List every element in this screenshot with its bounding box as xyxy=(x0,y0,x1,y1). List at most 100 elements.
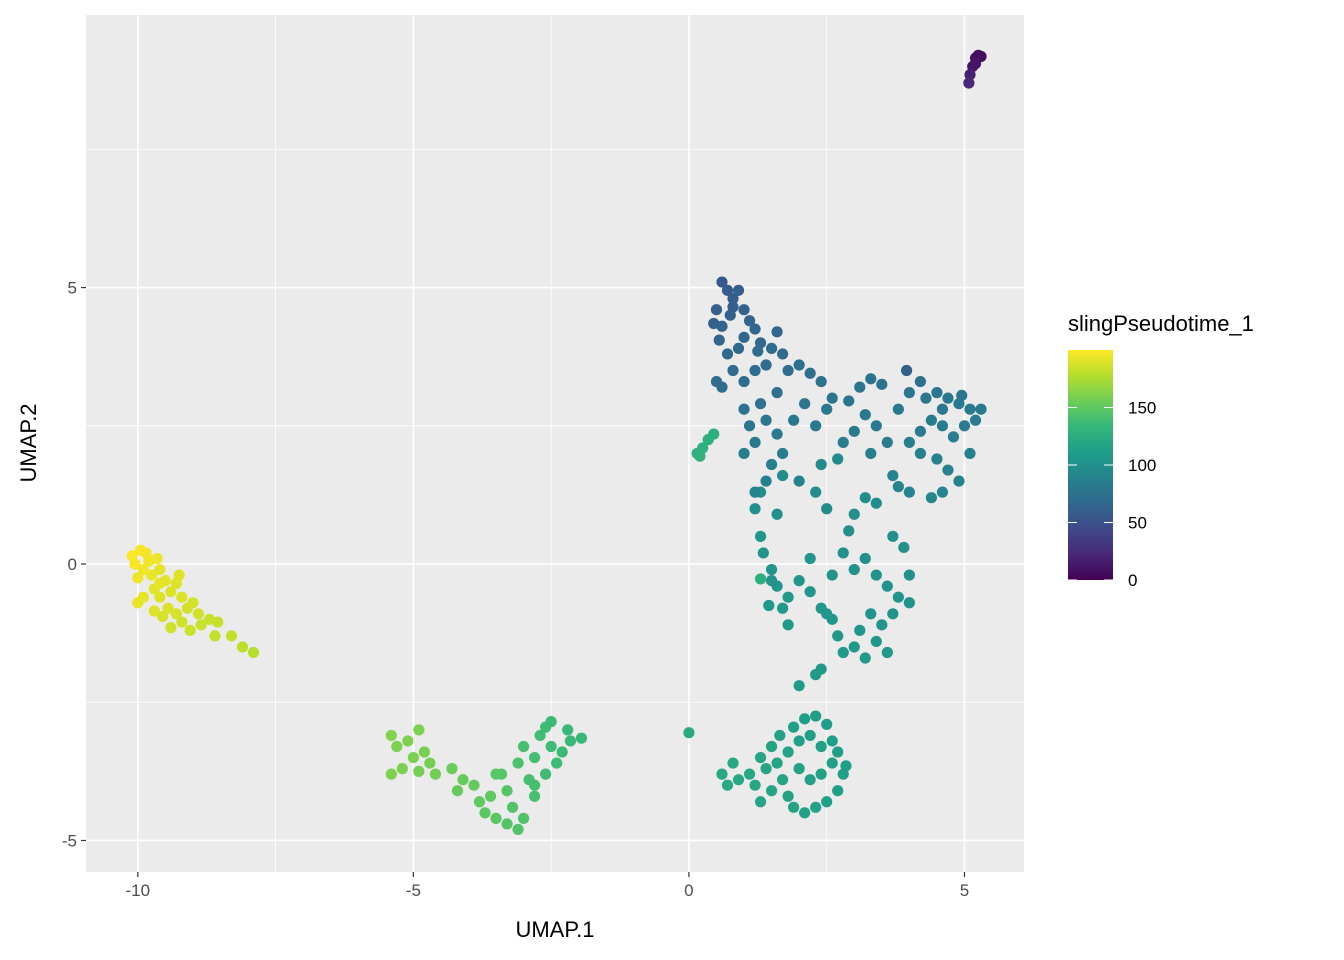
data-point xyxy=(154,563,166,576)
data-point xyxy=(391,740,403,753)
data-point xyxy=(865,447,877,460)
data-point xyxy=(501,785,513,797)
legend: slingPseudotime_1 0 50 100 150 xyxy=(1068,311,1254,590)
data-point xyxy=(914,425,926,437)
data-point xyxy=(184,624,196,636)
data-point xyxy=(914,375,926,388)
data-point xyxy=(187,597,199,609)
data-point xyxy=(793,680,805,692)
data-point xyxy=(721,284,734,296)
data-point xyxy=(732,774,745,786)
data-point xyxy=(804,367,816,379)
data-point xyxy=(512,823,524,836)
data-point xyxy=(804,552,816,565)
data-point xyxy=(429,768,442,780)
data-point xyxy=(165,586,177,598)
data-point xyxy=(840,760,852,772)
data-point xyxy=(837,646,849,659)
data-point xyxy=(738,375,750,388)
data-point xyxy=(716,320,728,332)
data-point xyxy=(782,619,794,631)
data-point xyxy=(870,420,882,432)
data-point xyxy=(958,420,971,432)
data-point xyxy=(793,575,805,587)
data-point xyxy=(826,735,838,747)
data-point xyxy=(953,475,965,487)
data-point xyxy=(887,608,899,620)
data-point xyxy=(771,387,783,399)
data-point xyxy=(903,436,915,448)
data-point xyxy=(743,768,756,780)
data-point xyxy=(942,392,954,404)
data-point xyxy=(710,375,723,388)
y-tick-label: 0 xyxy=(68,555,77,574)
data-point xyxy=(804,774,816,786)
data-point xyxy=(771,428,783,440)
data-point xyxy=(815,375,827,388)
data-point xyxy=(815,740,827,753)
data-point xyxy=(848,563,860,576)
x-tick-label: 5 xyxy=(960,881,969,900)
data-point xyxy=(173,569,185,581)
data-point xyxy=(157,610,169,623)
data-point xyxy=(832,746,844,758)
data-point xyxy=(892,481,904,493)
data-point xyxy=(760,359,772,371)
gridlines xyxy=(86,15,1024,872)
data-point xyxy=(738,331,750,343)
data-point xyxy=(396,763,408,775)
data-point xyxy=(749,779,761,791)
data-point xyxy=(154,577,166,589)
data-point xyxy=(821,718,833,730)
data-point xyxy=(782,591,794,603)
data-point xyxy=(925,492,938,504)
data-point xyxy=(743,420,756,432)
data-point xyxy=(529,779,541,791)
data-point xyxy=(771,757,783,769)
data-point xyxy=(195,619,207,631)
data-point xyxy=(826,569,838,581)
data-point xyxy=(777,602,789,614)
data-point xyxy=(721,348,734,360)
data-point xyxy=(848,425,860,437)
data-point xyxy=(859,552,871,565)
data-point xyxy=(176,616,188,628)
data-point xyxy=(777,469,789,482)
data-point xyxy=(132,597,144,609)
data-point xyxy=(774,729,786,742)
data-point xyxy=(738,447,750,460)
legend-break-label: 50 xyxy=(1128,514,1147,533)
y-tick-label: 5 xyxy=(68,279,77,298)
data-point xyxy=(788,414,800,426)
data-point xyxy=(385,729,397,742)
data-point xyxy=(749,323,761,335)
data-point xyxy=(870,497,882,509)
data-point xyxy=(551,757,563,769)
x-tick-label: 0 xyxy=(684,881,693,900)
data-point xyxy=(457,774,469,786)
data-point xyxy=(170,608,182,620)
data-point xyxy=(865,608,877,620)
data-point xyxy=(887,530,899,542)
data-point xyxy=(782,746,794,758)
data-point xyxy=(749,503,761,515)
data-point xyxy=(859,652,871,664)
data-point xyxy=(752,345,764,357)
data-point xyxy=(727,364,739,377)
data-point xyxy=(517,812,530,824)
data-point xyxy=(132,572,144,584)
data-point xyxy=(903,597,915,609)
data-point xyxy=(402,735,414,747)
data-point xyxy=(716,276,728,288)
data-point xyxy=(832,785,844,797)
data-point xyxy=(963,77,975,89)
data-point xyxy=(192,608,205,620)
legend-break-label: 150 xyxy=(1128,399,1156,418)
plot-panel xyxy=(86,15,1024,872)
data-point xyxy=(821,608,833,620)
legend-break-label: 0 xyxy=(1128,571,1137,590)
data-point xyxy=(810,801,822,813)
data-point xyxy=(799,398,811,410)
data-point xyxy=(754,398,767,410)
